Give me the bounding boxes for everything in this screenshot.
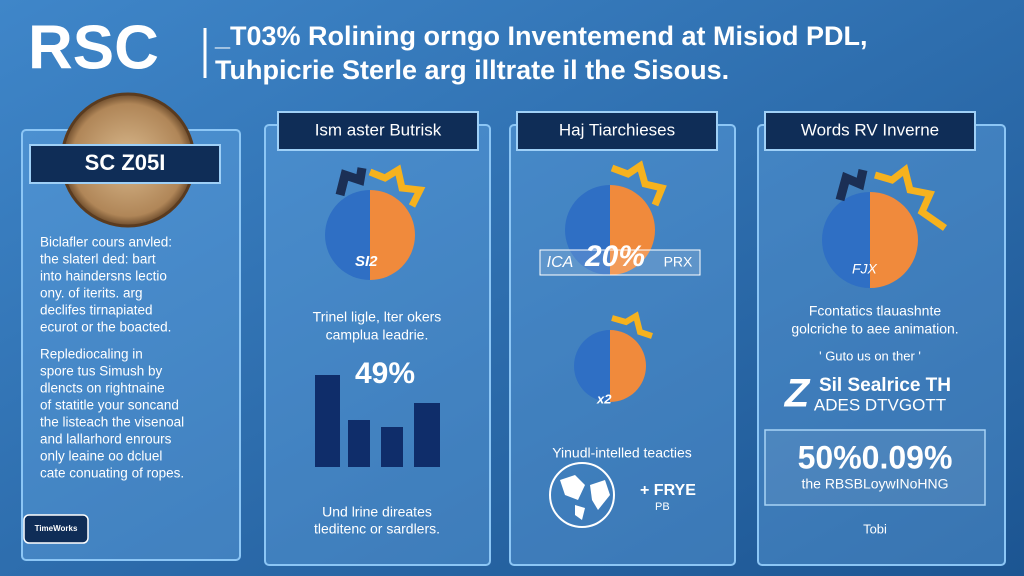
sun-rays: [611, 311, 653, 339]
pie-label: SI2: [355, 253, 378, 270]
footer-badge: TimeWorks: [35, 524, 78, 533]
box-text: the RBSBLoywINoHNG: [801, 476, 948, 492]
pie-label: x2: [596, 391, 612, 406]
text-line: only leaine oo dcluel: [40, 449, 162, 464]
pie-shadow: [335, 167, 367, 197]
callout-box: [539, 249, 701, 276]
pie-shadow: [835, 169, 868, 202]
footer-badge-box: [23, 514, 89, 544]
pie-half: [370, 190, 415, 280]
text-line: the listeach the visenoal: [40, 415, 184, 430]
text-line: and lallarhord enrours: [40, 432, 172, 447]
panel-heading: Ism aster Butrisk: [315, 120, 442, 139]
panel-heading: Haj Tiarchieses: [559, 120, 675, 139]
logo-line: ADES DTVGOTT: [814, 395, 946, 414]
text-line: dlencts on rightnaine: [40, 381, 165, 396]
pie-illustration: [822, 163, 947, 288]
sun-rays: [368, 164, 426, 208]
caption-line: camplua leadrie.: [326, 327, 429, 343]
pie-illustration: [325, 164, 426, 280]
world-map: [549, 462, 615, 528]
paragraph-1: Biclafler cours anvled: the slaterl ded:…: [40, 235, 172, 335]
pie-illustration: [565, 160, 667, 275]
pie-illustration: [574, 311, 653, 402]
callout-value: 20%: [584, 240, 645, 273]
pie-half: [610, 330, 646, 402]
callout-right: PRX: [664, 254, 693, 270]
stat-box: [764, 429, 986, 506]
text-line: Replediocaling in: [40, 347, 143, 362]
caption-line: Fcontatics tlauashnte: [809, 303, 942, 319]
panel-heading-box: [516, 111, 718, 151]
bar: [315, 375, 340, 467]
pie-half: [822, 192, 870, 288]
map-label: PB: [655, 501, 670, 513]
title-line: _T03% Rolining orngo Inventemend at Misi…: [214, 21, 868, 51]
text-line: of statitle your soncand: [40, 398, 179, 413]
logo-mark: Z: [784, 372, 811, 416]
stat: 49%: [355, 357, 415, 390]
text-line: spore tus Simush by: [40, 364, 163, 379]
panel-heading: Words RV Inverne: [801, 120, 939, 139]
pie-half: [325, 190, 370, 280]
footer-line: Und lrine direates: [322, 504, 432, 520]
footer-text: Tobi: [863, 521, 887, 536]
sun-rays: [610, 160, 667, 207]
panel-heading-box: [764, 111, 976, 151]
footer-line: tleditenc or sardlers.: [314, 521, 440, 537]
logo: RSC: [28, 13, 159, 82]
pie-half: [574, 330, 610, 402]
callout-left: ICA: [547, 254, 574, 271]
caption-line: golcriche to aee animation.: [791, 321, 958, 337]
pie-label: FJX: [852, 261, 878, 277]
panel-heading-box: [277, 111, 479, 151]
bar: [381, 427, 403, 467]
caption-line: Trinel ligle, lter okers: [313, 309, 442, 325]
text-line: the slaterl ded: bart: [40, 252, 156, 267]
title-line: Tuhpicrie Sterle arg illtrate il the Sis…: [215, 55, 729, 85]
badge-banner: [29, 144, 221, 184]
text-line: declifes tirnapiated: [40, 303, 153, 318]
map-label: + FRYE: [640, 482, 696, 499]
bar-illustration: [315, 375, 440, 467]
badge-text: SC Z05I: [85, 150, 166, 175]
bar: [414, 403, 440, 467]
bar: [348, 420, 370, 467]
paragraph-2: Replediocaling in spore tus Simush by dl…: [40, 347, 184, 481]
pie-half: [565, 185, 610, 275]
text-line: cate conuating of ropes.: [40, 466, 184, 481]
pie-half: [870, 192, 918, 288]
box-stat: 50%0.09%: [798, 439, 953, 475]
quote: ' Guto us on ther ': [819, 348, 921, 363]
caption: Yinudl-intelled teacties: [552, 445, 692, 461]
sun-rays: [874, 163, 947, 231]
text-line: ecurot or the boacted.: [40, 320, 171, 335]
pie-half: [610, 185, 655, 275]
logo-line: Sil Sealrice TH: [819, 375, 951, 396]
text-line: into haindersns lectio: [40, 269, 167, 284]
text-line: Biclafler cours anvled:: [40, 235, 172, 250]
text-line: ony. of iterits. arg: [40, 286, 143, 301]
